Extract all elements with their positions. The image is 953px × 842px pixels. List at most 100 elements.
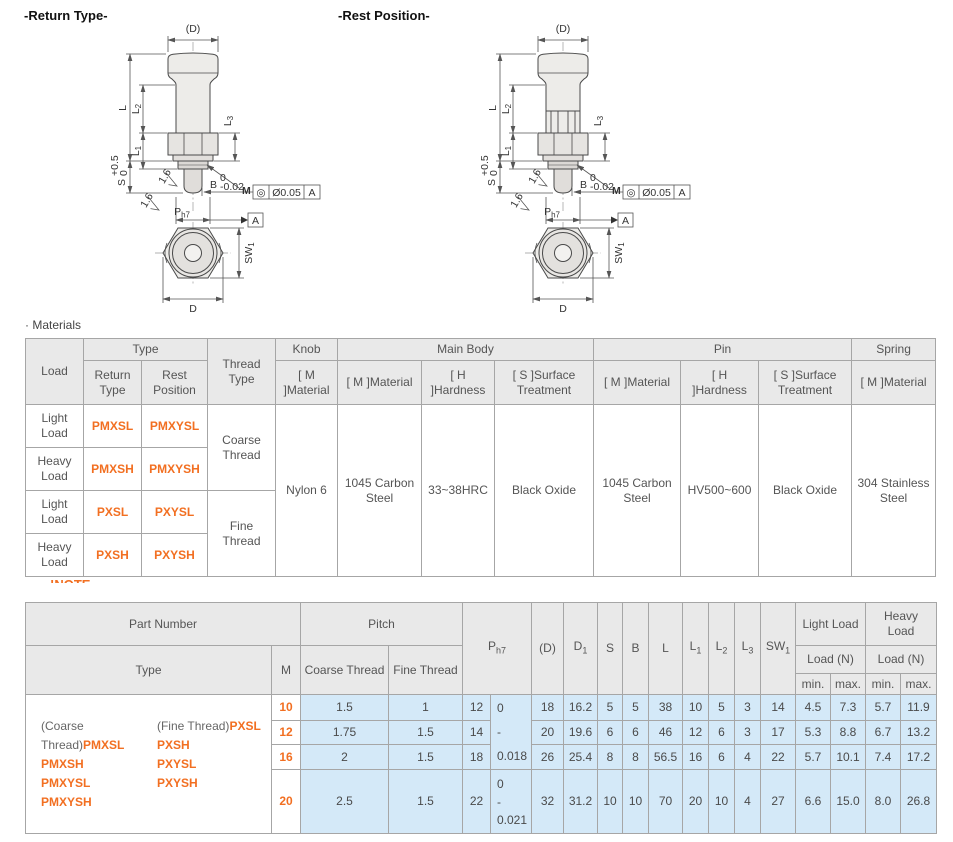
col-header-spring: Spring xyxy=(851,338,937,361)
col-header-coarse-thread: Coarse Thread xyxy=(300,645,389,695)
col-header-l: L xyxy=(648,602,683,695)
load-cell: Heavy Load xyxy=(25,533,84,577)
spec-cell: 5.7 xyxy=(795,744,831,770)
knob-shape xyxy=(537,52,589,134)
spec-row-m10: (Coarse Thread)PMXSL PMXSH PMXYSL PMXYSH… xyxy=(25,694,938,834)
dim-label-L: L xyxy=(487,105,499,111)
dimension-labels: (D) L L2 L1 L3 M S +0.5 0 1.6 1.6 B 0 -0… xyxy=(109,23,316,315)
col-header-b: B xyxy=(622,602,649,695)
load-cell: Light Load xyxy=(25,404,84,448)
col-header-type: Type xyxy=(82,338,209,361)
col-header-heavy-load-n: Load (N) xyxy=(864,645,938,674)
spec-cell: 1.5 xyxy=(388,744,463,770)
col-header-l3: L3 xyxy=(734,602,761,695)
spec-cell: 5 xyxy=(622,694,649,721)
spec-cell: 6 xyxy=(708,719,735,746)
pin-shape xyxy=(183,168,203,194)
col-header-knob: Knob xyxy=(275,338,339,361)
spec-cell: 6 xyxy=(708,744,735,770)
part-number-cell: PXYSL xyxy=(140,490,209,534)
type-list-cell: (Coarse Thread)PMXSL PMXSH PMXYSL PMXYSH… xyxy=(25,694,272,834)
spec-cell: 7.3 xyxy=(830,694,866,721)
dim-label-SW1: SW1 xyxy=(243,242,256,264)
col-header-d: (D) xyxy=(531,602,564,695)
washer-shape xyxy=(172,154,214,162)
col-header-pin-surface: [ S ]Surface Treatment xyxy=(758,360,853,405)
spec-cell: 12 xyxy=(682,719,709,746)
spec-cell: 4.5 xyxy=(795,694,831,721)
index-plunger-drawing: (D) L L2 L1 L3 M S +0.5 0 1.6 1.6 B 0 -0… xyxy=(479,23,691,315)
dim-label-D: (D) xyxy=(556,23,571,35)
fine-thread-part-list: (Fine Thread)PXSL PXSH PXYSL PXYSH xyxy=(156,718,261,790)
dim-label-B-tol-top: 0 xyxy=(220,172,226,184)
col-header-load: Load xyxy=(25,338,84,405)
spec-cell: 6.6 xyxy=(795,769,831,834)
spec-cell: 3 xyxy=(734,719,761,746)
dim-label-L: L xyxy=(117,105,129,111)
dim-label-Ph7: Ph7 xyxy=(174,206,190,220)
datum-flag-A: A xyxy=(622,215,629,227)
col-header-knob-material: [ M ]Material xyxy=(275,360,339,405)
fcf-tolerance: Ø0.05 xyxy=(272,187,301,199)
svg-text:1.6: 1.6 xyxy=(156,167,174,186)
body-material-cell: 1045 Carbon Steel xyxy=(337,404,423,577)
materials-row: Heavy Load PMXSH PMXYSH xyxy=(25,447,936,491)
spec-cell: 22 xyxy=(760,744,796,770)
spec-cell: 3 xyxy=(734,694,761,721)
m-size-cell: 20 xyxy=(271,769,301,834)
washer-shape xyxy=(542,154,584,162)
pin-surface-cell: Black Oxide xyxy=(758,404,853,577)
spec-cell: 1.5 xyxy=(388,769,463,834)
spec-cell: 6 xyxy=(597,719,623,746)
part-number-cell: PMXSH xyxy=(83,447,142,491)
surface-roughness-mark: 1.6 xyxy=(508,191,530,211)
rest-position-title: -Rest Position- xyxy=(338,8,430,23)
col-header-s: S xyxy=(597,602,623,695)
col-header-thread-type: Thread Type xyxy=(207,338,277,405)
dim-label-D1: D xyxy=(189,303,197,315)
surface-roughness-mark: 1.6 xyxy=(138,191,160,211)
svg-text:S: S xyxy=(486,179,498,186)
thread-coarse-cell: Coarse Thread xyxy=(207,404,277,491)
materials-row: Light Load PMXSL PMXYSL Coarse Thread Ny… xyxy=(25,404,937,577)
thread-callout-M: M xyxy=(242,185,251,197)
col-header-pin: Pin xyxy=(593,338,853,361)
dim-label-D1: D xyxy=(559,303,567,315)
spec-cell: 10 xyxy=(682,694,709,721)
col-header-pin-hardness: [ H ]Hardness xyxy=(680,360,760,405)
col-header-return-type: Return Type xyxy=(83,360,142,405)
part-number-cell: PXYSH xyxy=(140,533,209,577)
plunger-body-shape xyxy=(162,52,224,279)
spec-cell: 1.5 xyxy=(388,719,463,746)
spec-cell: 6 xyxy=(622,719,649,746)
spec-row-m12: 12 1.75 1.5 14 20 19.6 6 6 46 12 6 3 17 … xyxy=(26,719,938,746)
col-header-body-material: [ M ]Material xyxy=(337,360,423,405)
spec-cell: 8.0 xyxy=(865,769,901,834)
dim-label-Ph7: Ph7 xyxy=(544,206,560,220)
spec-cell: 2 xyxy=(300,744,389,770)
spec-cell: 4 xyxy=(734,744,761,770)
col-header-light-load: Light Load xyxy=(795,602,866,646)
dim-label-B: B xyxy=(210,179,217,191)
spec-cell: 10 xyxy=(708,769,735,834)
col-header-pitch: Pitch xyxy=(300,602,463,646)
col-header-m: M xyxy=(271,645,301,695)
dim-label-L1: L1 xyxy=(500,145,513,156)
svg-text:+0.5: +0.5 xyxy=(109,155,121,176)
materials-section-title: · Materials xyxy=(25,318,82,332)
surface-roughness-mark: 1.6 xyxy=(156,167,178,187)
load-cell: Light Load xyxy=(25,490,84,534)
spring-material-cell: 304 Stainless Steel xyxy=(851,404,937,577)
col-header-heavy-load: Heavy Load xyxy=(864,602,938,646)
dimension-labels: (D) L L2 L1 L3 M S +0.5 0 1.6 1.6 B 0 -0… xyxy=(479,23,686,315)
col-header-hl-min: min. xyxy=(865,673,901,695)
spec-cell: 8 xyxy=(622,744,649,770)
fcf-datum: A xyxy=(678,187,685,199)
svg-text:1.6: 1.6 xyxy=(138,191,156,210)
knob-material-cell: Nylon 6 xyxy=(275,404,339,577)
spec-cell: 31.2 xyxy=(563,769,598,834)
part-number-cell: PMXYSH xyxy=(140,447,209,491)
notes-label-clipped: !NOTE xyxy=(50,577,210,583)
svg-text:1.6: 1.6 xyxy=(526,167,544,186)
dim-label-S: S +0.5 0 xyxy=(479,155,500,186)
